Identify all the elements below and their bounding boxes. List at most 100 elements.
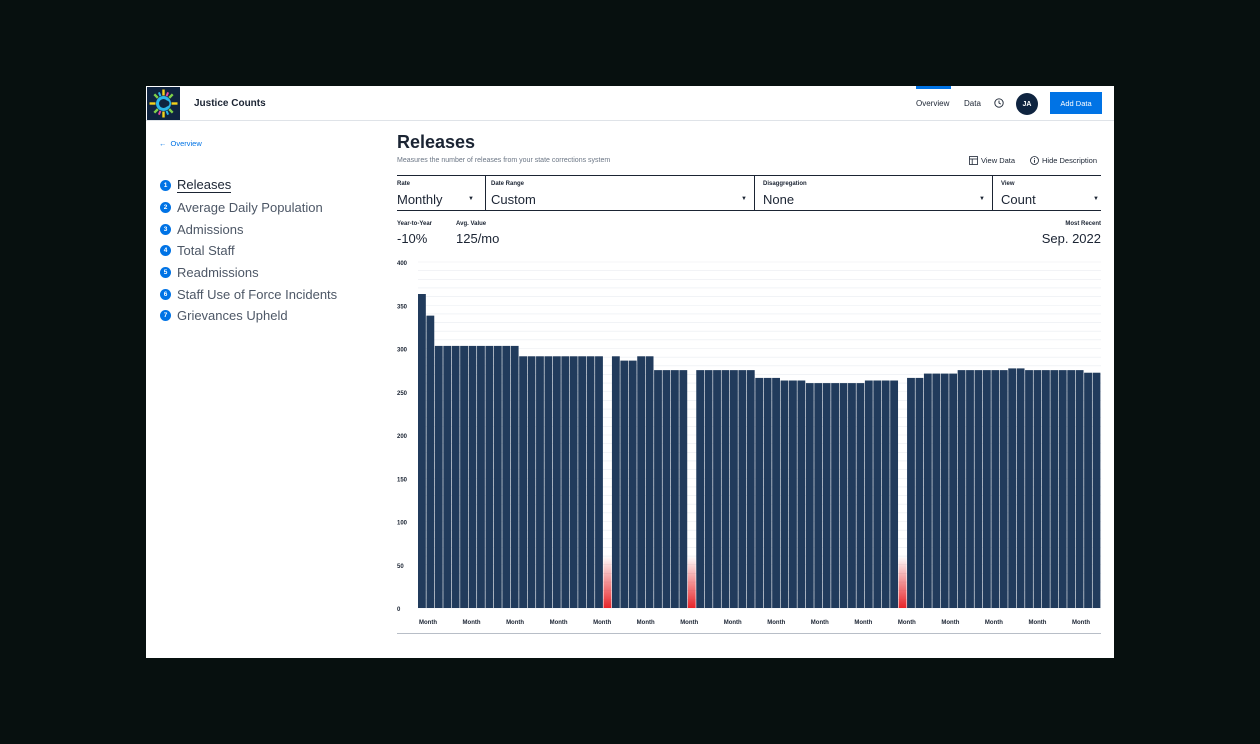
data-bar[interactable] [1025,370,1033,608]
data-bar[interactable] [544,356,553,608]
data-bar[interactable] [536,356,544,608]
data-bar[interactable] [890,380,899,608]
data-bar[interactable] [485,345,494,608]
data-bar[interactable] [1092,372,1101,608]
disaggregation-select[interactable]: Disaggregation None ▼ [754,176,992,210]
data-bar[interactable] [493,345,502,608]
data-bar[interactable] [1075,370,1084,608]
data-bar[interactable] [780,380,789,608]
data-bar[interactable] [746,370,755,608]
data-bar[interactable] [789,380,797,608]
data-bar[interactable] [611,356,620,608]
data-bar[interactable] [1067,370,1076,608]
view-select[interactable]: View Count ▼ [992,176,1101,210]
data-bar[interactable] [620,360,629,608]
rate-select[interactable]: Rate Monthly ▼ [397,176,485,210]
data-bar[interactable] [418,294,426,608]
data-bar[interactable] [763,377,772,608]
nav-data[interactable]: Data [964,99,981,108]
missing-data-bar[interactable] [898,556,907,608]
data-bar[interactable] [814,383,823,608]
view-data-button[interactable]: View Data [969,156,1015,165]
data-bar[interactable] [477,345,485,608]
data-bar[interactable] [982,370,991,608]
data-bar[interactable] [637,356,646,608]
metric-item-admissions[interactable]: 3 Admissions [160,218,337,240]
data-bar[interactable] [907,377,915,608]
metric-item-releases[interactable]: 1 Releases [160,175,337,197]
hide-description-button[interactable]: Hide Description [1030,156,1097,165]
avatar[interactable]: JA [1016,93,1038,115]
missing-data-bar[interactable] [603,556,612,608]
data-bar[interactable] [881,380,890,608]
data-bar[interactable] [923,373,932,608]
data-bar[interactable] [797,380,806,608]
data-bar[interactable] [805,383,814,608]
data-bar[interactable] [502,345,511,608]
data-bar[interactable] [434,345,443,608]
metric-item-average-daily-population[interactable]: 2 Average Daily Population [160,197,337,219]
data-bar[interactable] [822,383,831,608]
data-bar[interactable] [519,356,528,608]
data-bar[interactable] [1033,370,1042,608]
data-bar[interactable] [1084,372,1092,608]
add-data-button[interactable]: Add Data [1050,92,1102,114]
data-bar[interactable] [721,370,730,608]
data-bar[interactable] [654,370,662,608]
data-bar[interactable] [578,356,587,608]
data-bar[interactable] [696,370,705,608]
data-bar[interactable] [932,373,941,608]
data-bar[interactable] [510,345,519,608]
data-bar[interactable] [1041,370,1050,608]
data-bar[interactable] [729,370,738,608]
data-bar[interactable] [864,380,873,608]
data-bar[interactable] [645,356,654,608]
data-bar[interactable] [569,356,578,608]
data-bar[interactable] [1008,368,1017,608]
data-bar[interactable] [713,370,721,608]
data-bar[interactable] [856,383,865,608]
data-bar[interactable] [468,345,477,608]
data-bar[interactable] [662,370,671,608]
metric-item-grievances-upheld[interactable]: 7 Grievances Upheld [160,305,337,327]
data-bar[interactable] [561,356,570,608]
back-to-overview-link[interactable]: ← Overview [159,139,202,148]
data-bar[interactable] [586,356,595,608]
data-bar[interactable] [966,370,974,608]
data-bar[interactable] [940,373,949,608]
data-bar[interactable] [957,370,966,608]
data-bar[interactable] [831,383,840,608]
data-bar[interactable] [999,370,1008,608]
metric-item-readmissions[interactable]: 5 Readmissions [160,262,337,284]
data-bar[interactable] [426,315,435,608]
clock-icon[interactable] [994,98,1004,108]
data-bar[interactable] [915,377,924,608]
data-bar[interactable] [1058,370,1067,608]
metric-item-total-staff[interactable]: 4 Total Staff [160,240,337,262]
data-bar[interactable] [839,383,848,608]
data-bar[interactable] [991,370,1000,608]
data-bar[interactable] [704,370,713,608]
missing-data-bar[interactable] [687,556,696,608]
data-bar[interactable] [552,356,561,608]
data-bar[interactable] [628,360,637,608]
data-bar[interactable] [595,356,603,608]
data-bar[interactable] [848,383,856,608]
app-logo[interactable] [147,87,180,120]
data-bar[interactable] [1050,370,1059,608]
nav-overview[interactable]: Overview [916,99,950,108]
data-bar[interactable] [443,345,452,608]
data-bar[interactable] [949,373,958,608]
data-bar[interactable] [974,370,983,608]
data-bar[interactable] [527,356,536,608]
date-range-select[interactable]: Date Range Custom ▼ [485,176,754,210]
data-bar[interactable] [772,377,780,608]
data-bar[interactable] [451,345,460,608]
data-bar[interactable] [1016,368,1025,608]
metric-item-staff-use-of-force[interactable]: 6 Staff Use of Force Incidents [160,283,337,305]
data-bar[interactable] [873,380,882,608]
data-bar[interactable] [679,370,688,608]
data-bar[interactable] [670,370,679,608]
data-bar[interactable] [738,370,747,608]
data-bar[interactable] [755,377,764,608]
